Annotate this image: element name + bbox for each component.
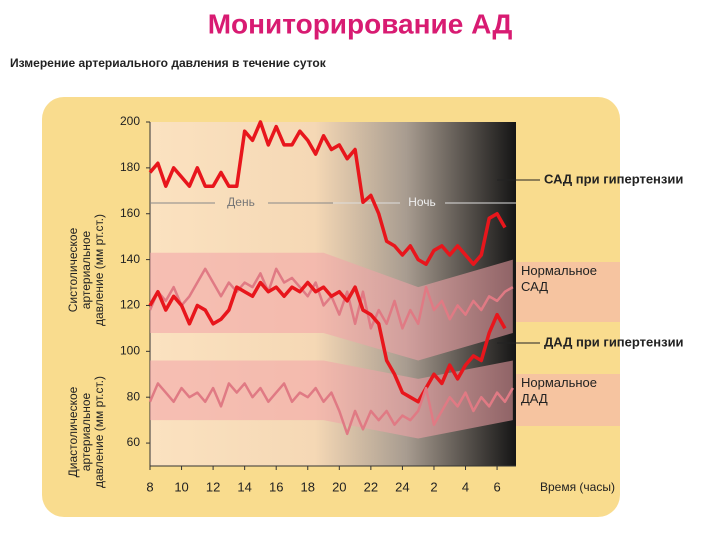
- band: [150, 360, 513, 439]
- legend-box: [516, 262, 620, 322]
- series-line: [148, 382, 514, 436]
- x-tick-label: 6: [493, 479, 500, 494]
- x-axis-title: Время (часы): [540, 480, 615, 494]
- y-axis-title: артериальное: [79, 230, 93, 309]
- y-tick-label: 80: [127, 389, 141, 403]
- annotation: Ночь: [408, 195, 436, 209]
- y-tick-label: 200: [120, 114, 140, 128]
- x-tick-label: 22: [364, 479, 378, 494]
- x-tick-label: 2: [430, 479, 437, 494]
- x-tick-label: 18: [301, 479, 315, 494]
- x-tick-label: 4: [462, 479, 469, 494]
- y-tick-label: 180: [120, 160, 140, 174]
- legend-label: Нормальное САД: [521, 263, 597, 294]
- x-tick-label: 8: [146, 479, 153, 494]
- y-axis-title: артериальное: [79, 392, 93, 471]
- page-title: Мониторирование АД: [208, 8, 513, 39]
- legend-label: ДАД при гипертензии: [544, 334, 684, 349]
- series-line: [148, 280, 507, 404]
- y-axis-title: Систолическое: [66, 227, 80, 312]
- x-tick-label: 16: [269, 479, 283, 494]
- x-tick-label: 14: [237, 479, 251, 494]
- x-tick-label: 12: [206, 479, 220, 494]
- legend-box: [516, 374, 620, 426]
- y-tick-label: 120: [120, 298, 140, 312]
- chart-title: Измерение артериального давления в течен…: [10, 56, 327, 70]
- x-tick-label: 10: [174, 479, 188, 494]
- y-tick-label: 160: [120, 206, 140, 220]
- legend-label: САД при гипертензии: [544, 171, 683, 186]
- y-tick-label: 140: [120, 252, 140, 266]
- x-tick-label: 20: [332, 479, 346, 494]
- series-line: [148, 120, 507, 266]
- y-tick-label: 100: [120, 344, 140, 358]
- legend-label: Нормальное ДАД: [521, 375, 597, 406]
- y-axis-title: Диастолическое: [66, 386, 80, 477]
- annotation: День: [227, 195, 255, 209]
- y-tick-label: 60: [127, 435, 141, 449]
- y-axis-title: давление (мм рт.ст.): [92, 214, 106, 326]
- x-tick-label: 24: [395, 479, 409, 494]
- band: [150, 252, 513, 361]
- y-axis-title: давление (мм рт.ст.): [92, 376, 106, 488]
